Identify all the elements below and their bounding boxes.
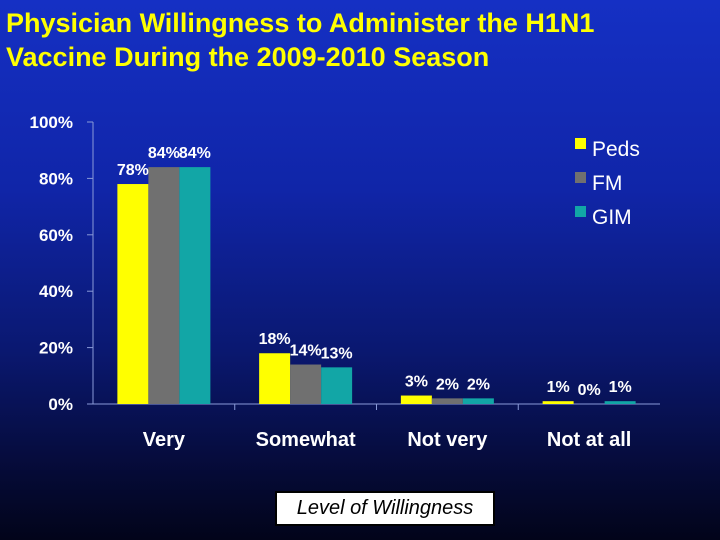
- data-label: 1%: [547, 379, 570, 396]
- legend-swatch-gim: [575, 206, 586, 217]
- bar-gim-very: [179, 167, 211, 404]
- x-axis-title: Level of Willingness: [275, 491, 495, 526]
- data-label: 0%: [578, 382, 601, 399]
- bar-peds-not-very: [400, 395, 432, 404]
- chart-title: Physician Willingness to Administer the …: [6, 8, 595, 72]
- bar-gim-not-very: [462, 398, 494, 404]
- y-tick-label: 100%: [30, 113, 73, 132]
- data-label: 84%: [179, 145, 211, 162]
- x-category-label: Very: [143, 429, 186, 451]
- bar-fm-very: [148, 167, 180, 404]
- legend-swatch-fm: [575, 172, 586, 183]
- bar-fm-not-very: [431, 398, 463, 404]
- y-tick-label: 80%: [39, 169, 73, 188]
- data-label: 14%: [290, 343, 322, 360]
- y-tick-label: 0%: [48, 395, 73, 414]
- bar-fm-somewhat: [290, 364, 322, 404]
- data-label: 84%: [148, 145, 180, 162]
- bar-peds-very: [117, 184, 149, 404]
- y-tick-label: 60%: [39, 226, 73, 245]
- bar-gim-somewhat: [321, 367, 353, 404]
- legend-label-fm: FM: [592, 172, 622, 195]
- x-category-label: Not at all: [547, 429, 631, 451]
- y-tick-label: 20%: [39, 339, 73, 358]
- bar-gim-not-at-all: [604, 401, 636, 404]
- data-label: 1%: [609, 379, 632, 396]
- legend-label-gim: GIM: [592, 206, 632, 229]
- data-label: 13%: [321, 345, 353, 362]
- data-label: 78%: [117, 162, 149, 179]
- bar-peds-not-at-all: [542, 401, 574, 404]
- y-tick-label: 40%: [39, 282, 73, 301]
- data-label: 3%: [405, 374, 428, 391]
- data-label: 2%: [436, 376, 459, 393]
- legend-label-peds: Peds: [592, 138, 640, 161]
- data-label: 2%: [467, 376, 490, 393]
- legend-swatch-peds: [575, 138, 586, 149]
- data-label: 18%: [259, 331, 291, 348]
- bar-peds-somewhat: [259, 353, 291, 404]
- x-category-label: Not very: [407, 429, 488, 451]
- x-category-label: Somewhat: [256, 429, 356, 451]
